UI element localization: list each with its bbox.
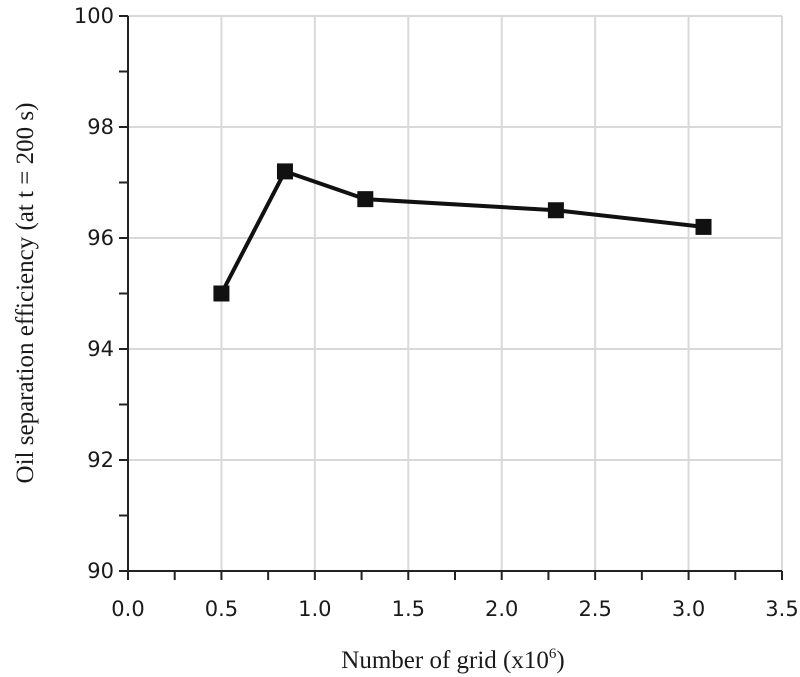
x-axis-title-superscript: 6 — [549, 646, 557, 662]
x-tick-label: 1.5 — [392, 597, 425, 621]
data-point-marker — [695, 218, 712, 235]
x-tick-label: 2.0 — [485, 597, 518, 621]
x-axis-title-close: ) — [556, 647, 564, 674]
series-line — [219, 169, 704, 295]
tick-marks — [119, 15, 783, 580]
series-layer — [213, 163, 712, 302]
y-tick-label: 96 — [87, 226, 114, 250]
data-point-marker — [547, 202, 564, 219]
y-axis-title: Oil separation efficiency (at t = 200 s) — [12, 103, 39, 484]
y-tick-label: 100 — [74, 4, 114, 28]
y-tick-label: 94 — [87, 337, 114, 361]
x-axis-title-text: Number of grid (x10 — [341, 647, 549, 674]
data-point-marker — [357, 191, 374, 208]
y-tick-labels: 90 92 94 96 98 100 — [74, 4, 114, 583]
x-tick-label: 1.0 — [298, 597, 331, 621]
x-tick-label: 3.5 — [765, 597, 798, 621]
x-tick-label: 0.5 — [205, 597, 238, 621]
x-tick-labels: 0.0 0.5 1.0 1.5 2.0 2.5 3.0 3.5 — [111, 597, 798, 621]
x-tick-label: 0.0 — [111, 597, 144, 621]
y-tick-label: 98 — [87, 115, 114, 139]
y-tick-label: 92 — [87, 448, 114, 472]
grid — [128, 15, 783, 571]
y-tick-label: 90 — [87, 559, 114, 583]
data-point-marker — [276, 163, 293, 180]
x-axis-title: Number of grid (x106) — [341, 646, 564, 674]
data-point-marker — [213, 285, 230, 302]
x-tick-label: 3.0 — [672, 597, 705, 621]
x-tick-label: 2.5 — [578, 597, 611, 621]
